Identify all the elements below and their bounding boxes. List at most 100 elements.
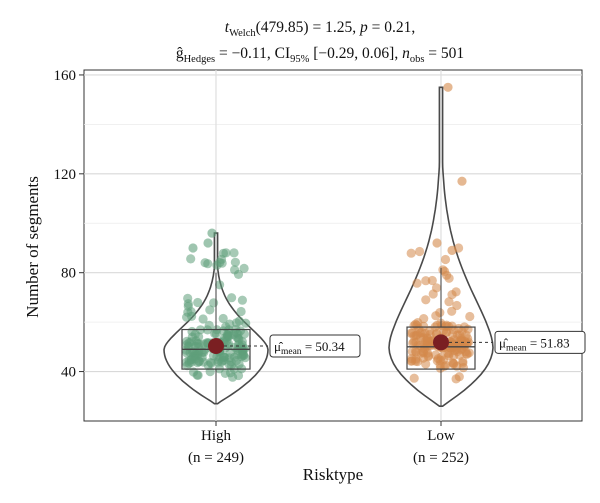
data-point [203, 360, 213, 370]
mean-label-value: = 51.83 [527, 335, 570, 350]
x-tick-label-high: High [201, 428, 232, 444]
data-point [218, 313, 228, 324]
data-point [237, 295, 247, 305]
data-point [198, 314, 208, 324]
t-symbol: t [225, 19, 230, 36]
mean-markers: μ̂mean = 50.34 μ̂mean = 51.83 [208, 330, 586, 358]
data-point [421, 295, 431, 305]
data-point [423, 350, 434, 361]
data-point [411, 356, 421, 366]
mean-point [433, 334, 449, 351]
data-point [183, 299, 193, 309]
ci-subscript: 95% [290, 54, 310, 65]
data-point [186, 337, 196, 347]
data-point [205, 305, 215, 315]
data-point [415, 246, 425, 257]
x-tick-n-label: (n = 249) [188, 450, 244, 466]
data-point [448, 330, 458, 340]
data-point [230, 257, 240, 267]
data-point [447, 306, 457, 316]
data-point [238, 346, 248, 356]
mean-point [208, 338, 224, 355]
p-value: = 0.21, [368, 19, 416, 36]
data-point [203, 259, 213, 269]
n-subscript: obs [410, 54, 425, 65]
g-subscript: Hedges [184, 54, 216, 65]
y-ticks: 40 80 120 160 [54, 68, 84, 381]
y-tick-label: 160 [54, 68, 77, 84]
data-point [412, 278, 422, 288]
data-point [227, 293, 237, 303]
data-point [411, 331, 421, 341]
data-point [447, 290, 457, 300]
t-df: (479.85) = 1.25, [256, 19, 360, 36]
data-point [421, 276, 431, 286]
p-symbol: p [359, 19, 368, 36]
mean-label: μ̂mean = 51.83 [499, 335, 570, 353]
g-symbol: ĝ [176, 45, 184, 62]
data-point [436, 352, 446, 362]
outlier-point [443, 82, 453, 92]
x-axis-label: Risktype [303, 465, 363, 484]
data-point [409, 373, 419, 383]
n-symbol: n [402, 45, 410, 62]
x-tick-label-low: Low [427, 428, 455, 444]
data-point [419, 314, 429, 324]
mean-label: μ̂mean = 50.34 [274, 339, 345, 357]
data-point [440, 254, 451, 265]
y-tick-label: 40 [61, 365, 76, 381]
data-point [204, 320, 214, 330]
panel-border [83, 69, 583, 422]
data-point [465, 311, 475, 322]
data-point [193, 297, 203, 308]
data-point [236, 306, 246, 317]
plot-panel: μ̂mean = 50.34 μ̂mean = 51.83 [83, 69, 586, 422]
y-tick-label: 120 [54, 167, 77, 183]
outlier-point [457, 176, 467, 186]
data-point [432, 320, 442, 330]
data-point [211, 329, 221, 339]
data-point [454, 372, 464, 382]
data-point [431, 311, 441, 321]
data-point [186, 254, 196, 264]
mean-label-box [269, 334, 361, 358]
data-point [444, 273, 454, 283]
data-point [215, 280, 225, 290]
outlier-point [203, 238, 213, 248]
data-point [427, 275, 437, 286]
data-point [183, 307, 193, 317]
box-low [406, 326, 476, 370]
data-point [218, 248, 228, 258]
x-tick-n-label: (n = 252) [413, 450, 469, 466]
subtitle-line-2: ĝHedges = −0.11, CI95% [−0.29, 0.06], no… [176, 45, 464, 65]
data-point [229, 248, 239, 258]
mean-label-value: = 50.34 [302, 339, 346, 354]
x-ticks: High (n = 249) Low (n = 252) [188, 421, 469, 466]
data-point [421, 359, 431, 369]
data-point [455, 336, 465, 346]
data-point [184, 356, 194, 366]
data-point [234, 334, 244, 345]
data-point [193, 370, 203, 380]
violin-low [388, 86, 494, 407]
data-point [230, 265, 240, 275]
data-point [444, 297, 454, 307]
mean-label-mu: μ̂ [499, 335, 509, 350]
ci-value: [−0.29, 0.06], [309, 45, 402, 62]
data-point [428, 289, 438, 299]
data-point [406, 248, 416, 258]
data-point [458, 363, 468, 373]
t-subscript: Welch [229, 28, 256, 39]
subtitle-line-1: tWelch(479.85) = 1.25, p = 0.21, [225, 19, 415, 39]
outlier-point [188, 243, 198, 253]
data-point [194, 339, 204, 349]
data-point [239, 263, 249, 273]
data-point [231, 318, 242, 328]
outlier-point [447, 245, 457, 255]
mean-label-box [494, 330, 586, 354]
mean-label-sub: mean [281, 347, 302, 357]
data-point [448, 359, 459, 369]
g-value: = −0.11, CI [215, 45, 290, 62]
boxplots [181, 267, 476, 407]
